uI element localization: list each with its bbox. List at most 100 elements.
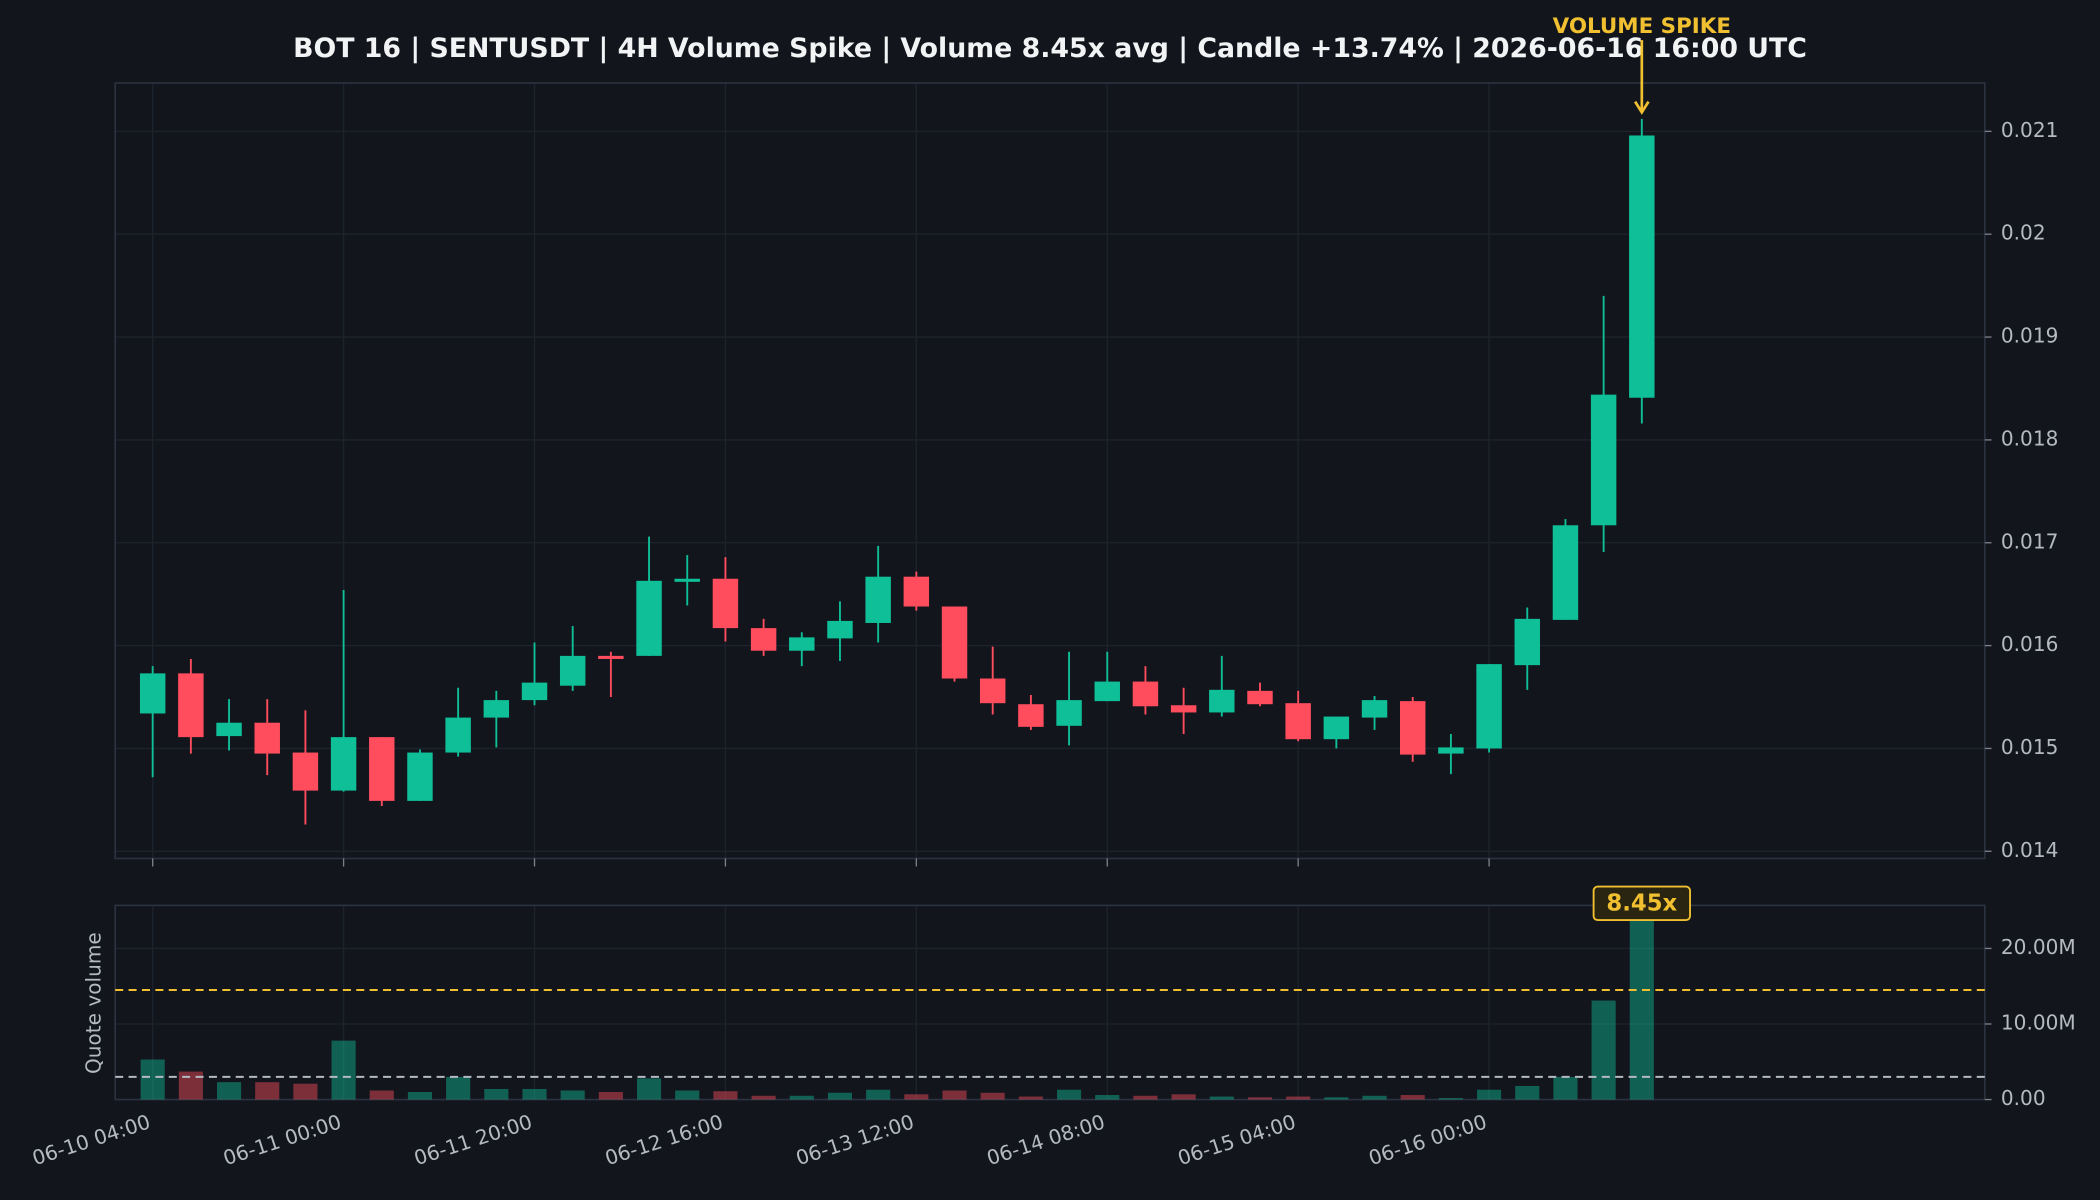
candle-body bbox=[941, 606, 968, 679]
candle-body bbox=[674, 578, 700, 582]
volume-bar bbox=[1629, 907, 1654, 1100]
volume-bar bbox=[1057, 1089, 1082, 1100]
volume-bar bbox=[1133, 1095, 1158, 1100]
annotation-arrowhead bbox=[1633, 100, 1650, 115]
candle-body bbox=[292, 752, 319, 791]
volume-bar bbox=[1438, 1098, 1463, 1100]
candle-body bbox=[750, 628, 777, 651]
volume-bar bbox=[484, 1088, 509, 1100]
volume-bar bbox=[446, 1076, 471, 1100]
candle-body bbox=[1018, 704, 1044, 727]
y-tick-label: 0.015 bbox=[2001, 735, 2058, 759]
volume-bar bbox=[1515, 1085, 1540, 1100]
y-tick-label: 20.00M bbox=[2001, 935, 2076, 959]
y-tick-label: 0.00 bbox=[2001, 1086, 2046, 1110]
y-tick-label: 0.014 bbox=[2001, 838, 2058, 862]
volume-bar bbox=[904, 1094, 929, 1100]
volume-bar bbox=[675, 1090, 700, 1100]
candle-body bbox=[1399, 701, 1426, 755]
volume-bar bbox=[1400, 1095, 1425, 1100]
candle-body bbox=[1170, 705, 1197, 713]
candle-body bbox=[903, 576, 930, 607]
candle-body bbox=[1209, 689, 1235, 713]
volume-bar bbox=[866, 1089, 891, 1100]
volume-bar bbox=[1324, 1097, 1349, 1100]
candle-body bbox=[216, 722, 242, 737]
candle-body bbox=[789, 637, 815, 651]
candle-body bbox=[1285, 703, 1311, 740]
candle-body bbox=[979, 678, 1006, 704]
candle-body bbox=[827, 620, 853, 639]
volume-bar bbox=[1553, 1076, 1578, 1100]
volume-bar bbox=[369, 1090, 394, 1100]
y-tick-label: 0.02 bbox=[2001, 221, 2046, 245]
y-axis-label: Quote volume bbox=[82, 932, 106, 1074]
volume-bar bbox=[1286, 1096, 1311, 1100]
volume-frame bbox=[114, 904, 1986, 1101]
volume-bar bbox=[598, 1091, 623, 1100]
volume-bar bbox=[827, 1092, 853, 1100]
volume-bar bbox=[751, 1095, 776, 1100]
volume-bar bbox=[980, 1092, 1005, 1100]
annotation: VOLUME SPIKE bbox=[1553, 14, 1731, 39]
candle-body bbox=[330, 737, 357, 791]
candle-body bbox=[712, 578, 739, 629]
candle-body bbox=[865, 576, 891, 623]
volume-bar bbox=[331, 1040, 356, 1100]
y-tick-label: 0.017 bbox=[2001, 529, 2058, 553]
volume-bar bbox=[713, 1091, 738, 1100]
candle-body bbox=[483, 700, 510, 718]
volume-bar bbox=[789, 1095, 814, 1100]
volume-bar bbox=[1018, 1096, 1043, 1100]
y-tick-label: 0.018 bbox=[2001, 426, 2058, 450]
volume-bar bbox=[637, 1078, 662, 1100]
candle-body bbox=[1247, 690, 1273, 705]
candle-body bbox=[1514, 618, 1540, 666]
volume-bar bbox=[407, 1091, 433, 1100]
candle-body bbox=[1590, 394, 1617, 526]
candle-body bbox=[521, 682, 548, 701]
candle-body bbox=[1056, 700, 1082, 726]
y-tick-label: 0.021 bbox=[2001, 118, 2058, 142]
candle-body bbox=[369, 737, 395, 801]
candle-body bbox=[559, 655, 586, 686]
candle-body bbox=[178, 673, 204, 738]
candle-body bbox=[598, 655, 624, 659]
candle-body bbox=[1132, 681, 1159, 707]
candle-body bbox=[1552, 525, 1579, 620]
volume-bar bbox=[140, 1059, 165, 1100]
candle-body bbox=[1438, 747, 1464, 754]
chart-title: BOT 16 | SENTUSDT | 4H Volume Spike | Vo… bbox=[293, 33, 1807, 64]
y-tick-label: 0.016 bbox=[2001, 632, 2058, 656]
annotation: 8.45x bbox=[1606, 891, 1677, 917]
y-tick-label: 0.019 bbox=[2001, 324, 2058, 348]
volume-bar bbox=[1591, 1000, 1616, 1100]
annotation-box bbox=[1592, 885, 1691, 922]
candle-body bbox=[1094, 681, 1120, 702]
volume-bars bbox=[140, 907, 1654, 1100]
volume-bar bbox=[522, 1088, 547, 1100]
volume-bar bbox=[255, 1082, 280, 1100]
volume-bar bbox=[1247, 1097, 1273, 1100]
volume-bar bbox=[293, 1083, 318, 1100]
y-tick-label: 10.00M bbox=[2001, 1010, 2076, 1034]
volume-bar bbox=[942, 1090, 967, 1100]
marks: 0.014 0.015 0.016 0.017 0.018 0.019 0.02 0.021 0… bbox=[29, 14, 2075, 1170]
candle-body bbox=[1361, 700, 1388, 718]
candle-body bbox=[254, 722, 280, 754]
volume-bar bbox=[1477, 1089, 1502, 1100]
candle-body bbox=[1476, 664, 1502, 749]
candle-body bbox=[636, 580, 662, 656]
candle-body bbox=[1323, 716, 1350, 740]
volume-bar bbox=[1095, 1095, 1120, 1100]
candle-body bbox=[139, 673, 166, 714]
volume-bar bbox=[1362, 1095, 1387, 1100]
volume-bar bbox=[560, 1090, 585, 1100]
volume-bar bbox=[1171, 1094, 1196, 1100]
candle-body bbox=[445, 717, 471, 753]
volume-bar bbox=[178, 1071, 203, 1100]
price-frame bbox=[114, 82, 1986, 860]
candle-body bbox=[407, 752, 433, 801]
